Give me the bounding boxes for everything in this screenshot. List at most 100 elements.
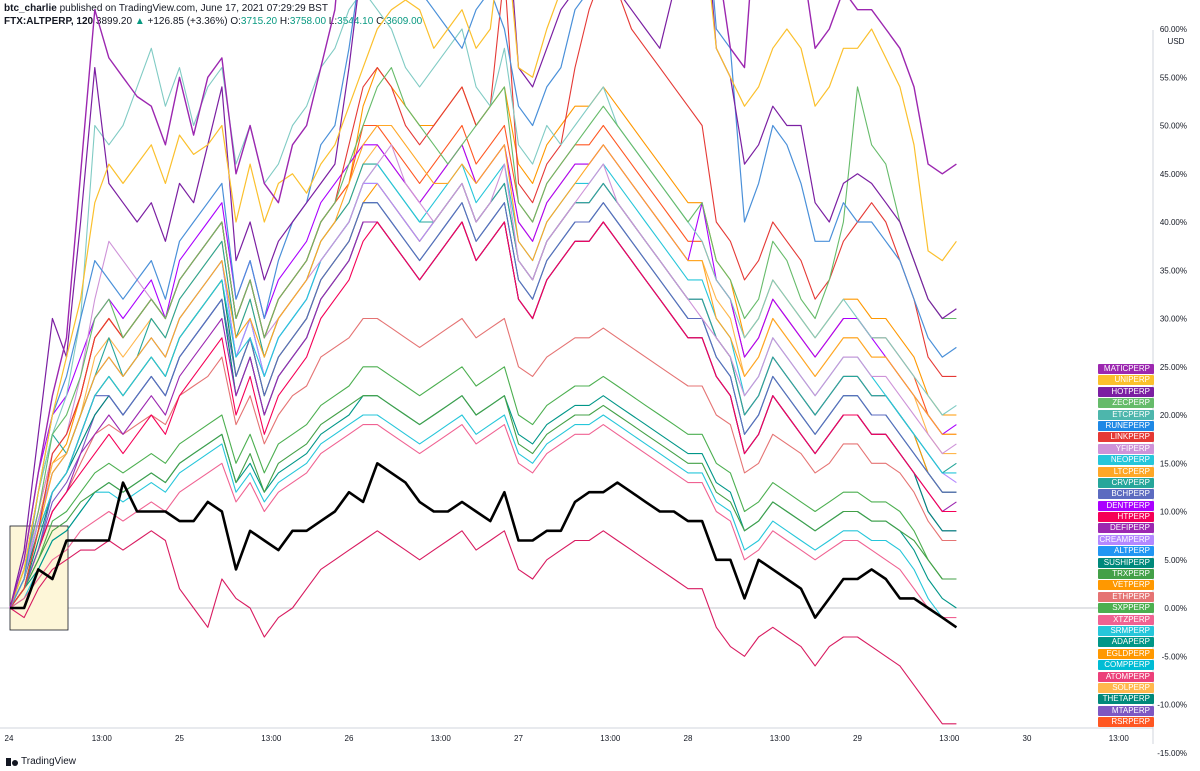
brand-name: TradingView <box>21 756 77 767</box>
open-label: O: <box>230 16 241 27</box>
currency-label: USD <box>1168 37 1185 46</box>
y-tick-label: -10.00% <box>1157 701 1187 710</box>
legend-tag-crvperp[interactable]: CRVPERP <box>1098 477 1154 488</box>
y-tick-label: 30.00% <box>1160 315 1187 324</box>
legend-tag-bchperp[interactable]: BCHPERP <box>1098 489 1154 500</box>
legend-tag-maticperp[interactable]: MATICPERP <box>1098 364 1154 374</box>
high-label: H: <box>279 16 290 27</box>
low-value: 3544.10 <box>337 16 374 27</box>
series-line-htperp[interactable] <box>9 221 957 609</box>
legend-tag-uniperp[interactable]: UNIPERP <box>1098 375 1154 386</box>
x-tick-label: 13:00 <box>600 734 621 743</box>
y-tick-label: 15.00% <box>1160 459 1187 468</box>
x-tick-label: 13:00 <box>261 734 282 743</box>
legend-tag-defiperp[interactable]: DEFIPERP <box>1098 523 1154 534</box>
series-line-atomperp[interactable] <box>9 530 957 725</box>
legend-tag-xtzperp[interactable]: XTZPERP <box>1098 614 1154 625</box>
legend-tag-creamperp[interactable]: CREAMPERP <box>1098 534 1154 545</box>
series-line-altperp[interactable] <box>10 461 958 629</box>
legend-tag-etcperp[interactable]: ETCPERP <box>1098 409 1154 420</box>
legend-tag-altperp[interactable]: ALTPERP <box>1098 546 1154 557</box>
y-tick-label: -15.00% <box>1157 749 1187 758</box>
low-label: L: <box>328 16 338 27</box>
author-name[interactable]: btc_charlie <box>4 3 57 14</box>
legend-tag-htperp[interactable]: HTPERP <box>1098 512 1154 523</box>
symbol-label: FTX:ALTPERP, 120 <box>4 16 94 27</box>
legend-tag-srmperp[interactable]: SRMPERP <box>1098 625 1154 636</box>
legend-tag-egldperp[interactable]: EGLDPERP <box>1098 648 1154 659</box>
legend-tag-mtaperp[interactable]: MTAPERP <box>1098 705 1154 716</box>
series-line-sxpperp[interactable] <box>9 366 957 609</box>
x-tick-label: 13:00 <box>1109 734 1130 743</box>
price-change: +126.85 (+3.36%) <box>147 16 228 27</box>
y-tick-label: -5.00% <box>1162 652 1187 661</box>
x-tick-label: 13:00 <box>431 734 452 743</box>
series-line-maticperp[interactable] <box>9 0 957 609</box>
legend-tag-solperp[interactable]: SOLPERP <box>1098 682 1154 693</box>
legend-tag-atomperp[interactable]: ATOMPERP <box>1098 671 1154 682</box>
series-line-xtzperp[interactable] <box>9 424 957 619</box>
legend-tag-linkperp[interactable]: LINKPERP <box>1098 432 1154 443</box>
legend-tag-compperp[interactable]: COMPPERP <box>1098 660 1154 671</box>
legend-tag-hotperp[interactable]: HOTPERP <box>1098 386 1154 397</box>
y-tick-label: 35.00% <box>1160 266 1187 275</box>
series-legend: MATICPERP UNIPERP HOTPERP ZECPERP ETCPERP RUN… <box>1098 364 1154 729</box>
series-line-bchperp[interactable] <box>9 202 957 609</box>
series-line-zecperp[interactable] <box>9 67 957 609</box>
tradingview-logo-icon <box>6 757 18 766</box>
series-line-etcperp[interactable] <box>9 0 957 609</box>
y-tick-label: 25.00% <box>1160 363 1187 372</box>
series-line-ltcperp[interactable] <box>9 124 957 609</box>
legend-tag-thetaperp[interactable]: THETAPERP <box>1098 694 1154 705</box>
y-tick-label: 10.00% <box>1160 508 1187 517</box>
series-line-uniperp[interactable] <box>9 0 957 609</box>
legend-tag-sxpperp[interactable]: SXPPERP <box>1098 603 1154 614</box>
series-line-trxperp[interactable] <box>9 395 957 609</box>
legend-tag-sushiperp[interactable]: SUSHIPERP <box>1098 557 1154 568</box>
y-tick-label: 50.00% <box>1160 122 1187 131</box>
price-axis[interactable]: 115.00%110.00%105.00%100.00%95.00%90.00%… <box>1155 0 1187 771</box>
legend-tag-trxperp[interactable]: TRXPERP <box>1098 569 1154 580</box>
time-axis[interactable]: 24 13:00 25 13:00 26 13:00 27 13:00 28 13:00 29 13:… <box>5 734 1130 743</box>
x-tick-label: 13:00 <box>92 734 113 743</box>
y-tick-label: 60.00% <box>1160 25 1187 34</box>
series-line-crvperp[interactable] <box>9 163 957 609</box>
legend-tag-runeperp[interactable]: RUNEPERP <box>1098 420 1154 431</box>
publish-info: published on TradingView.com, June 17, 2… <box>59 3 328 14</box>
legend-tag-rsrperp[interactable]: RSRPERP <box>1098 717 1154 728</box>
ohlc-line: FTX:ALTPERP, 120 3899.20 ▲ +126.85 (+3.3… <box>4 15 422 28</box>
tradingview-brand[interactable]: TradingView <box>6 756 76 767</box>
legend-tag-adaperp[interactable]: ADAPERP <box>1098 637 1154 648</box>
legend-tag-zecperp[interactable]: ZECPERP <box>1098 398 1154 409</box>
y-tick-label: 40.00% <box>1160 218 1187 227</box>
legend-tag-ethperp[interactable]: ETHPERP <box>1098 591 1154 602</box>
close-label: C: <box>376 16 387 27</box>
up-triangle-icon: ▲ <box>134 16 145 27</box>
publish-line: btc_charlie published on TradingView.com… <box>4 2 422 15</box>
x-tick-label: 29 <box>853 734 862 743</box>
legend-tag-dentperp[interactable]: DENTPERP <box>1098 500 1154 511</box>
series-lines <box>9 0 958 725</box>
series-line-neoperp[interactable] <box>9 163 957 609</box>
legend-tag-vetperp[interactable]: VETPERP <box>1098 580 1154 591</box>
x-tick-label: 13:00 <box>939 734 960 743</box>
legend-tag-neoperp[interactable]: NEOPERP <box>1098 455 1154 466</box>
series-line-srmperp[interactable] <box>9 414 957 628</box>
chart-header: btc_charlie published on TradingView.com… <box>4 2 422 28</box>
legend-tag-ltcperp[interactable]: LTCPERP <box>1098 466 1154 477</box>
x-tick-label: 25 <box>175 734 184 743</box>
y-tick-label: 5.00% <box>1164 556 1187 565</box>
x-tick-label: 13:00 <box>770 734 791 743</box>
series-line-hotperp[interactable] <box>9 0 957 609</box>
close-value: 3609.00 <box>386 16 423 27</box>
x-tick-label: 28 <box>684 734 693 743</box>
series-line-runeperp[interactable] <box>9 0 957 609</box>
open-value: 3715.20 <box>240 16 278 27</box>
legend-tag-yfiperp[interactable]: YFIPERP <box>1098 443 1154 454</box>
x-tick-label: 24 <box>5 734 14 743</box>
y-tick-label: 55.00% <box>1160 73 1187 82</box>
x-tick-label: 27 <box>514 734 523 743</box>
y-tick-label: 0.00% <box>1164 604 1187 613</box>
series-line-ethperp[interactable] <box>9 317 957 609</box>
